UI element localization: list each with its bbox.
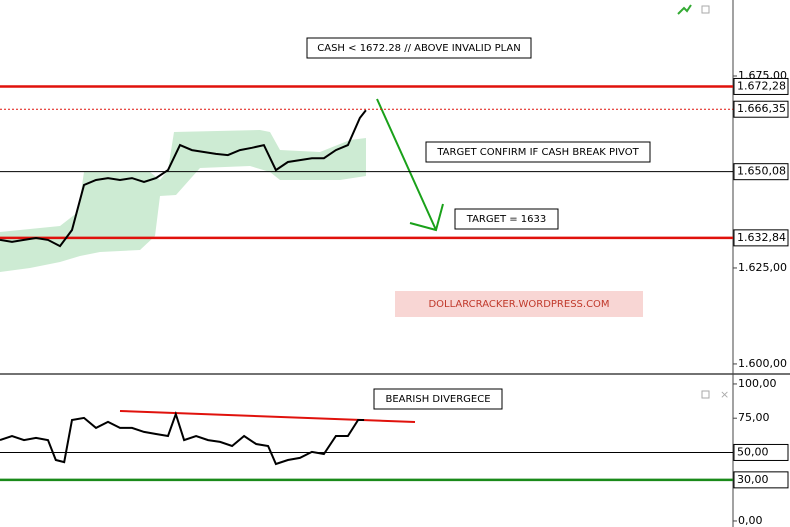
down-arrow — [376, 98, 444, 232]
level-box — [733, 77, 789, 95]
level-label: 30,00 — [737, 473, 769, 486]
level-box — [733, 163, 789, 181]
chart-icon — [677, 4, 692, 15]
annotation: TARGET = 1633 — [466, 214, 546, 225]
divergence-line — [119, 410, 416, 423]
level-label: 1.632,84 — [737, 231, 786, 244]
series-line — [0, 410, 365, 466]
y-tick-label: 75,00 — [738, 411, 770, 424]
annotation: CASH < 1672.28 // ABOVE INVALID PLAN — [317, 43, 520, 54]
annotation-box — [454, 208, 559, 230]
y-tick-label: 1.625,00 — [738, 261, 787, 274]
level-box — [733, 100, 789, 118]
annotation: BEARISH DIVERGECE — [385, 394, 490, 405]
annotation-box — [395, 291, 643, 317]
level-box — [733, 229, 789, 247]
y-tick-label: 1.600,00 — [738, 357, 787, 370]
y-tick-label: 0,00 — [738, 514, 763, 527]
close-icon[interactable]: × — [720, 388, 729, 401]
level-label: 50,00 — [737, 445, 769, 458]
level-box — [733, 471, 789, 489]
level-label: 1.666,35 — [737, 102, 786, 115]
y-tick-label: 100,00 — [738, 377, 777, 390]
level-label: 1.672,28 — [737, 79, 786, 92]
series-line — [0, 109, 367, 248]
level-label: 1.650,08 — [737, 165, 786, 178]
annotation-box — [425, 141, 651, 163]
window-icon — [701, 390, 710, 399]
annotation: TARGET CONFIRM IF CASH BREAK PIVOT — [436, 147, 639, 158]
annotation-box — [306, 37, 532, 59]
window-icon — [701, 5, 710, 14]
annotation-box — [373, 388, 503, 410]
level-box — [733, 443, 789, 461]
annotation: DOLLARCRACKER.WORDPRESS.COM — [428, 299, 609, 310]
